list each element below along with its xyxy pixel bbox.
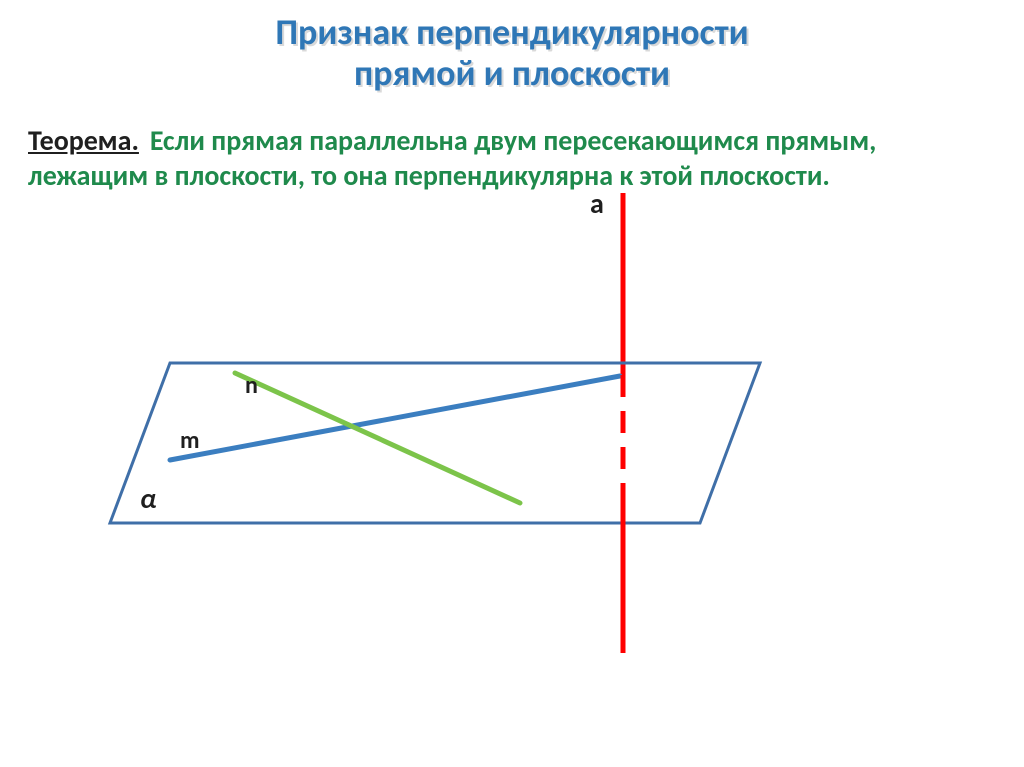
label-a: a (590, 193, 604, 221)
diagram-svg: a m n α (0, 193, 1024, 653)
diagram: a m n α (0, 193, 1024, 653)
label-m: m (180, 426, 200, 455)
theorem-label: Теорема. (28, 123, 139, 158)
slide-title: Признак перпендикулярности прямой и плос… (0, 12, 1024, 95)
label-alpha: α (140, 481, 156, 516)
theorem-block: Теорема. Если прямая параллельна двум пе… (28, 123, 996, 193)
label-n: n (245, 371, 258, 400)
title-line-1: Признак перпендикулярности (0, 12, 1024, 53)
title-line-2: прямой и плоскости (0, 53, 1024, 94)
plane-alpha (110, 363, 760, 523)
theorem-text: Если прямая параллельна двум пересекающи… (28, 123, 876, 193)
